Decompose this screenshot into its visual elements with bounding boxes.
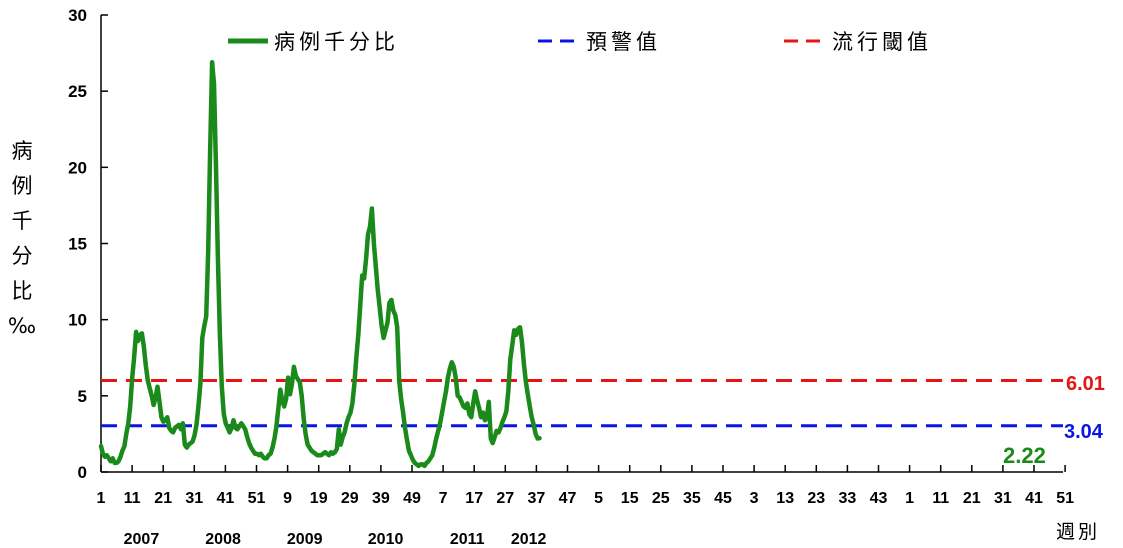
y-axis-title-char: ‰ [8, 314, 36, 338]
x-tick-label: 7 [439, 490, 448, 507]
x-tick-label: 11 [932, 490, 949, 507]
legend-label-warning: 預警值 [586, 30, 661, 54]
x-tick-label: 1 [905, 490, 914, 507]
y-axis-ticks: 0 5 10 15 20 25 30 [68, 6, 108, 482]
y-axis-title-char: 比 [12, 279, 33, 303]
y-tick-label: 15 [68, 235, 87, 254]
x-tick-label: 43 [870, 490, 888, 507]
y-tick-label: 5 [78, 387, 87, 406]
x-tick-label: 51 [1056, 490, 1074, 507]
year-label: 2007 [124, 531, 160, 548]
y-axis-title-char: 千 [12, 209, 33, 233]
x-tick-label: 27 [496, 490, 514, 507]
x-tick-label: 5 [594, 490, 603, 507]
year-label: 2010 [368, 531, 404, 548]
x-axis-title: 週別 [1056, 521, 1100, 543]
x-tick-label: 29 [341, 490, 359, 507]
x-tick-label: 9 [283, 490, 292, 507]
warning-threshold-label: 3.04 [1064, 421, 1104, 443]
series-layer [98, 59, 542, 469]
x-tick-label: 35 [683, 490, 701, 507]
x-axis-ticks: 1 11 21 31 41 51 9 19 29 39 49 7 17 27 37 47 5 15 25 35 45 3 1… [97, 465, 1074, 507]
y-tick-label: 20 [68, 158, 87, 177]
x-tick-label: 25 [652, 490, 670, 507]
legend-label-epidemic: 流行閾值 [832, 30, 932, 54]
year-labels: 2007 2008 2009 2010 2011 2012 [124, 531, 547, 548]
legend-label-case-ratio: 病例千分比 [274, 30, 399, 54]
x-tick-label: 11 [124, 490, 141, 507]
x-tick-label: 23 [807, 490, 825, 507]
year-label: 2011 [450, 531, 485, 548]
x-tick-label: 21 [963, 490, 981, 507]
y-axis-title-char: 分 [12, 244, 33, 268]
x-tick-label: 47 [559, 490, 577, 507]
x-tick-label: 49 [403, 490, 421, 507]
x-tick-label: 17 [465, 490, 483, 507]
year-label: 2008 [205, 531, 241, 548]
x-tick-label: 31 [994, 490, 1012, 507]
legend: 病例千分比 預警值 流行閾值 [228, 30, 932, 54]
reference-lines [101, 378, 1063, 428]
y-tick-label: 10 [68, 311, 87, 330]
x-tick-label: 37 [528, 490, 546, 507]
last-value-label: 2.22 [1003, 443, 1046, 468]
axes [100, 15, 1063, 473]
x-tick-label: 41 [1025, 490, 1043, 507]
x-tick-label: 13 [776, 490, 794, 507]
year-label: 2012 [511, 531, 547, 548]
x-tick-label: 31 [185, 490, 203, 507]
x-tick-label: 15 [621, 490, 639, 507]
y-axis-title: 病例千分比 ‰ [8, 139, 36, 338]
x-tick-label: 33 [839, 490, 857, 507]
x-tick-label: 3 [750, 490, 759, 507]
x-tick-label: 39 [372, 490, 390, 507]
y-axis-title-char: 病 [12, 139, 33, 163]
x-tick-label: 21 [154, 490, 172, 507]
x-tick-label: 19 [310, 490, 328, 507]
y-tick-label: 30 [68, 6, 87, 25]
y-axis-title-char: 例 [12, 174, 33, 198]
series-line [98, 59, 542, 469]
year-label: 2009 [287, 531, 323, 548]
y-tick-label: 0 [78, 463, 87, 482]
x-tick-label: 41 [217, 490, 235, 507]
x-tick-label: 1 [97, 490, 106, 507]
x-tick-label: 45 [714, 490, 732, 507]
epidemic-threshold-label: 6.01 [1066, 373, 1105, 395]
x-tick-label: 51 [248, 490, 266, 507]
y-tick-label: 25 [68, 82, 87, 101]
